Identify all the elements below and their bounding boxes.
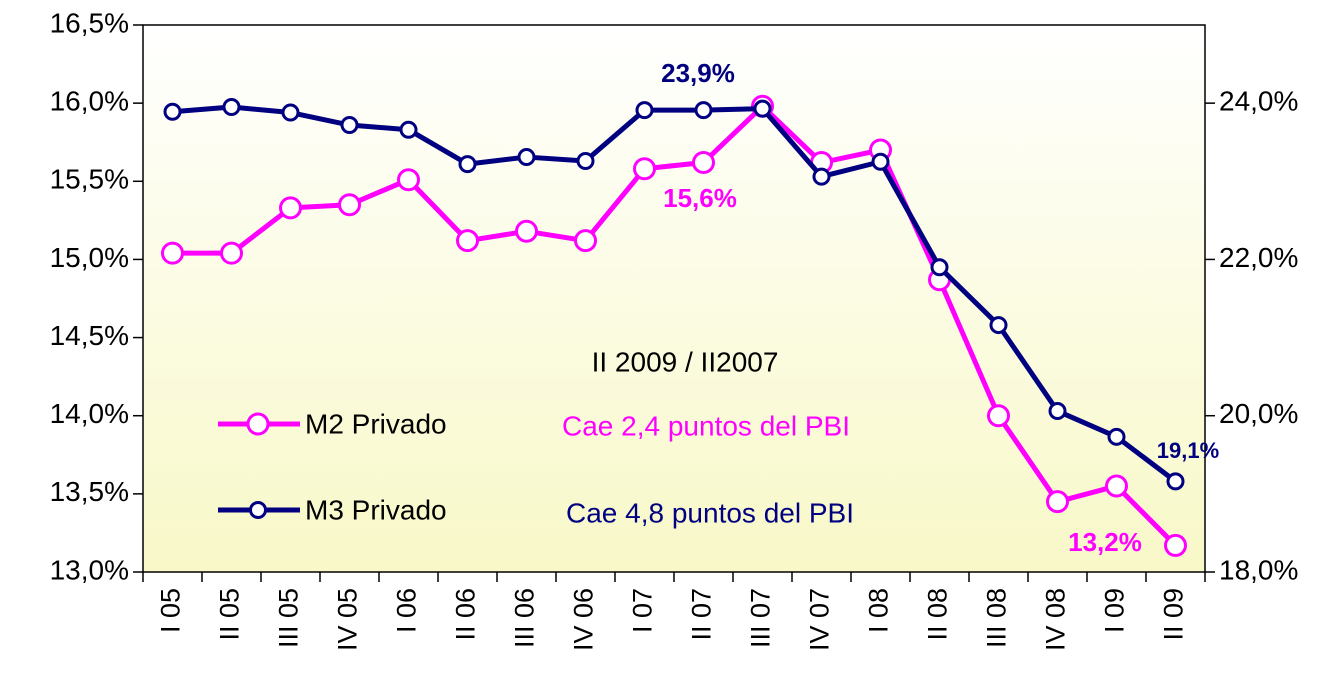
annotation: Cae 2,4 puntos del PBI <box>562 410 850 441</box>
y-tick-label: 16,0% <box>50 86 129 117</box>
marker <box>694 101 713 120</box>
y-tick-label: 14,0% <box>50 398 129 429</box>
x-tick-label: II 07 <box>687 588 717 641</box>
y2-tick-label: 18,0% <box>1219 554 1298 585</box>
x-tick-label: II 06 <box>451 588 481 641</box>
y-tick-label: 13,5% <box>50 476 129 507</box>
x-tick-label: III 06 <box>510 588 540 648</box>
marker <box>515 219 538 243</box>
x-tick-label: III 05 <box>274 588 304 648</box>
y2-tick-label: 20,0% <box>1219 398 1298 429</box>
x-tick-label: I 05 <box>156 588 186 633</box>
y-tick-label: 15,0% <box>50 242 129 273</box>
marker <box>635 101 654 120</box>
y-tick-label: 15,5% <box>50 164 129 195</box>
x-tick-label: IV 06 <box>569 588 599 651</box>
annotation: 19,1% <box>1157 438 1219 463</box>
annotation: Cae 4,8 puntos del PBI <box>566 497 854 528</box>
y2-tick-label: 22,0% <box>1219 242 1298 273</box>
series-line <box>172 104 1178 484</box>
legend-marker <box>249 501 267 519</box>
marker <box>161 241 184 265</box>
y2-tick-label: 24,0% <box>1219 86 1298 117</box>
y-tick-label: 16,5% <box>50 7 129 38</box>
x-tick-label: II 09 <box>1159 588 1189 641</box>
marker <box>163 102 182 121</box>
marker <box>987 404 1010 428</box>
marker <box>871 152 890 171</box>
x-tick-label: I 08 <box>864 588 894 633</box>
x-tick-label: I 06 <box>392 588 422 633</box>
marker <box>753 99 772 118</box>
marker <box>222 98 241 117</box>
marker <box>458 155 477 174</box>
plot-area <box>142 24 1206 573</box>
x-tick-label: I 09 <box>1100 588 1130 633</box>
marker <box>399 120 418 139</box>
annotation: 15,6% <box>663 183 737 213</box>
marker <box>1164 533 1187 557</box>
x-tick-label: IV 07 <box>805 588 835 651</box>
marker <box>576 151 595 170</box>
marker <box>517 148 536 167</box>
x-tick-label: II 05 <box>215 588 245 641</box>
marker <box>633 157 656 181</box>
marker <box>574 229 597 253</box>
marker <box>692 151 715 175</box>
marker <box>1105 474 1128 498</box>
marker <box>338 193 361 217</box>
x-tick-label: III 07 <box>746 588 776 648</box>
marker <box>812 167 831 186</box>
x-tick-label: I 07 <box>628 588 658 633</box>
annotation: 13,2% <box>1068 527 1142 557</box>
marker <box>456 229 479 253</box>
marker <box>1048 402 1067 421</box>
legend-label: M2 Privado <box>305 408 447 439</box>
legend-label: M3 Privado <box>305 494 447 525</box>
marker <box>1046 490 1069 514</box>
marker <box>340 116 359 135</box>
y-tick-label: 14,5% <box>50 320 129 351</box>
annotation: II 2009 / II2007 <box>592 346 779 377</box>
legend-marker <box>246 412 270 436</box>
x-tick-label: III 08 <box>982 588 1012 648</box>
annotation: 23,9% <box>661 58 735 88</box>
marker <box>281 103 300 122</box>
marker <box>1107 427 1126 446</box>
marker <box>930 258 949 277</box>
marker <box>220 241 243 265</box>
marker <box>1166 472 1185 491</box>
marker <box>397 168 420 192</box>
x-tick-label: IV 08 <box>1041 588 1071 651</box>
x-tick-label: II 08 <box>923 588 953 641</box>
x-tick-label: IV 05 <box>333 588 363 651</box>
marker <box>989 316 1008 335</box>
y-tick-label: 13,0% <box>50 554 129 585</box>
marker <box>279 196 302 220</box>
